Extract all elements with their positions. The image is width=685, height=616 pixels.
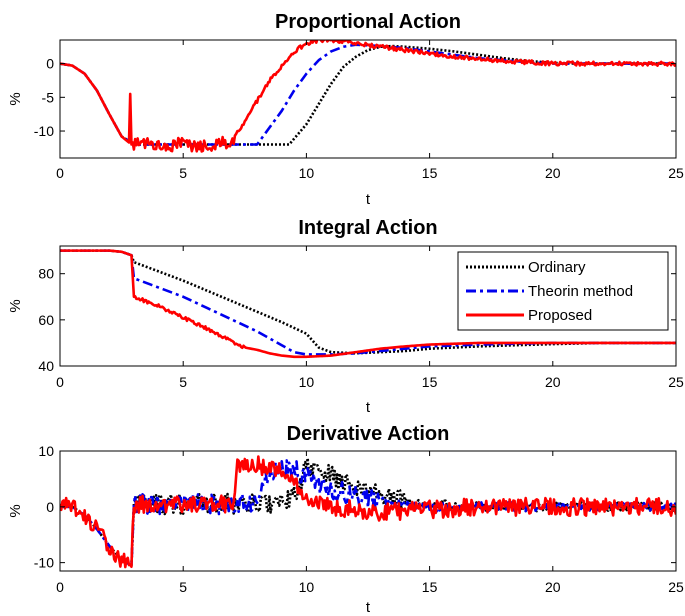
y-tick-label: 0 [46, 56, 54, 72]
x-tick-label: 25 [668, 165, 684, 181]
x-tick-label: 10 [299, 579, 315, 595]
x-tick-label: 0 [56, 374, 64, 390]
x-tick-label: 0 [56, 579, 64, 595]
series-line-3 [60, 40, 676, 153]
series-line-1 [60, 44, 676, 146]
x-tick-label: 20 [545, 579, 561, 595]
x-tick-label: 15 [422, 165, 438, 181]
x-axis-label: t [366, 599, 371, 616]
x-tick-label: 20 [545, 165, 561, 181]
x-tick-label: 10 [299, 165, 315, 181]
x-axis-label: t [366, 191, 371, 208]
subplot-1: 0 5 10 15 20 25 0 -5 -10 Proportional Action t% [7, 11, 684, 208]
x-tick-label: 20 [545, 374, 561, 390]
legend-entry: Theorin method [528, 283, 633, 300]
x-tick-label: 15 [422, 579, 438, 595]
x-tick-label: 15 [422, 374, 438, 390]
y-tick-label: 60 [38, 312, 54, 328]
x-tick-label: 5 [179, 165, 187, 181]
legend-entry: Ordinary [528, 259, 586, 276]
y-axis-label: % [7, 92, 24, 105]
plot-frame [59, 245, 677, 367]
y-tick-label: -5 [42, 89, 55, 105]
plot-frame [59, 450, 677, 572]
legend-entry: Proposed [528, 307, 592, 324]
x-tick-label: 25 [668, 374, 684, 390]
x-tick-label: 0 [56, 165, 64, 181]
y-axis-label: % [7, 504, 24, 517]
y-tick-label: 40 [38, 358, 54, 374]
x-tick-label: 5 [179, 579, 187, 595]
y-tick-label: 0 [46, 499, 54, 515]
chart-title: Proportional Action [275, 11, 461, 33]
x-tick-label: 25 [668, 579, 684, 595]
plot-frame [59, 39, 677, 159]
x-tick-label: 10 [299, 374, 315, 390]
y-tick-label: -10 [34, 555, 54, 571]
series-line-2 [60, 43, 676, 146]
chart-title: Integral Action [298, 217, 437, 239]
x-axis-label: t [366, 399, 371, 416]
chart-title: Derivative Action [287, 423, 450, 445]
legend: Ordinary Theorin method Proposed [457, 251, 669, 331]
series-line-3 [60, 249, 676, 359]
series-line-3 [60, 455, 676, 569]
y-tick-label: -10 [34, 123, 54, 139]
y-tick-label: 10 [38, 443, 54, 459]
y-tick-label: 80 [38, 266, 54, 282]
y-axis-label: % [7, 299, 24, 312]
subplot-2: 0 5 10 15 20 25 80 60 40 Integral Action t% Ordinar… [7, 217, 684, 416]
x-tick-label: 5 [179, 374, 187, 390]
